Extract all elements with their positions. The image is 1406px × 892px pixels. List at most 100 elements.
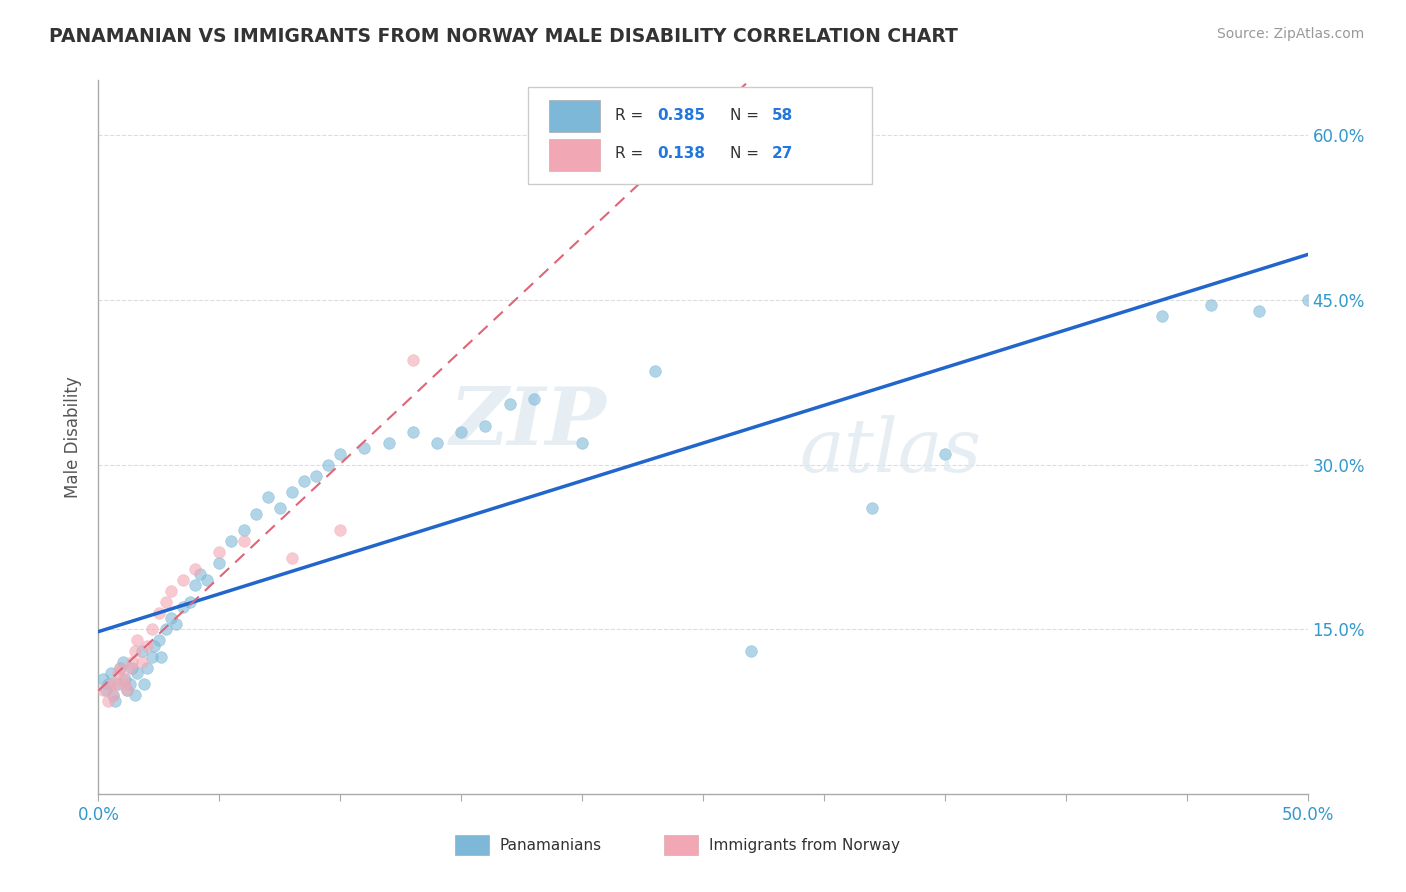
Y-axis label: Male Disability: Male Disability: [65, 376, 83, 498]
Point: [117, 682, 139, 697]
Point: [114, 677, 136, 691]
Point: [644, 364, 666, 378]
Point: [111, 672, 134, 686]
Point: [155, 622, 177, 636]
Point: [188, 567, 211, 582]
Point: [184, 578, 207, 592]
Point: [474, 419, 496, 434]
Point: [131, 655, 153, 669]
Point: [256, 491, 278, 505]
Point: [172, 600, 194, 615]
Point: [571, 435, 593, 450]
Point: [101, 688, 124, 702]
Point: [97, 677, 120, 691]
Point: [135, 639, 157, 653]
Point: [160, 583, 183, 598]
Point: [232, 534, 254, 549]
Point: [118, 677, 141, 691]
Point: [124, 688, 146, 702]
Point: [1249, 303, 1271, 318]
Point: [101, 688, 124, 702]
Point: [94, 682, 117, 697]
Point: [184, 562, 207, 576]
Point: [402, 425, 425, 439]
Text: N =: N =: [730, 146, 763, 161]
Point: [127, 666, 149, 681]
Text: atlas: atlas: [800, 415, 981, 488]
Point: [155, 595, 177, 609]
Point: [100, 666, 122, 681]
Point: [104, 677, 127, 691]
Point: [114, 672, 136, 686]
Text: PANAMANIAN VS IMMIGRANTS FROM NORWAY MALE DISABILITY CORRELATION CHART: PANAMANIAN VS IMMIGRANTS FROM NORWAY MAL…: [49, 27, 957, 45]
Point: [292, 474, 315, 488]
Point: [141, 622, 163, 636]
Point: [100, 677, 122, 691]
Text: N =: N =: [730, 108, 763, 123]
FancyBboxPatch shape: [550, 100, 600, 132]
Point: [108, 660, 131, 674]
Text: 0.138: 0.138: [657, 146, 704, 161]
Text: Source: ZipAtlas.com: Source: ZipAtlas.com: [1216, 27, 1364, 41]
Point: [269, 501, 291, 516]
Point: [111, 655, 134, 669]
Point: [134, 677, 156, 691]
Text: Immigrants from Norway: Immigrants from Norway: [709, 838, 900, 853]
Text: R =: R =: [614, 108, 648, 123]
Point: [150, 649, 173, 664]
Point: [148, 606, 170, 620]
Text: 58: 58: [772, 108, 793, 123]
Text: 27: 27: [772, 146, 793, 161]
Point: [104, 693, 127, 707]
FancyBboxPatch shape: [456, 835, 489, 855]
Point: [91, 682, 114, 697]
Point: [232, 524, 254, 538]
Point: [498, 397, 520, 411]
Point: [91, 672, 114, 686]
Text: Panamanians: Panamanians: [501, 838, 602, 853]
Point: [450, 425, 472, 439]
Point: [281, 550, 304, 565]
Point: [117, 682, 139, 697]
Point: [329, 446, 352, 460]
Point: [426, 435, 449, 450]
Point: [353, 441, 375, 455]
Point: [97, 693, 120, 707]
Point: [107, 666, 129, 681]
Point: [402, 353, 425, 368]
Point: [165, 616, 187, 631]
Text: 0.385: 0.385: [657, 108, 706, 123]
Point: [1152, 310, 1174, 324]
Point: [934, 446, 956, 460]
Point: [316, 458, 339, 472]
Point: [179, 595, 201, 609]
Point: [377, 435, 399, 450]
Point: [108, 660, 131, 674]
Point: [195, 573, 218, 587]
Point: [1199, 298, 1222, 312]
Point: [221, 534, 243, 549]
Point: [1296, 293, 1319, 307]
Point: [121, 660, 143, 674]
Point: [107, 677, 129, 691]
Point: [208, 557, 231, 571]
Point: [148, 633, 170, 648]
FancyBboxPatch shape: [550, 139, 600, 171]
Point: [118, 660, 141, 674]
Point: [281, 485, 304, 500]
Point: [245, 507, 267, 521]
Point: [329, 524, 352, 538]
Point: [121, 655, 143, 669]
FancyBboxPatch shape: [664, 835, 699, 855]
Point: [305, 468, 328, 483]
Point: [208, 545, 231, 559]
Point: [141, 649, 163, 664]
Point: [523, 392, 546, 406]
Point: [127, 633, 149, 648]
Text: ZIP: ZIP: [450, 384, 606, 461]
Point: [740, 644, 762, 658]
Point: [172, 573, 194, 587]
Point: [131, 644, 153, 658]
Point: [143, 639, 166, 653]
Point: [124, 644, 146, 658]
